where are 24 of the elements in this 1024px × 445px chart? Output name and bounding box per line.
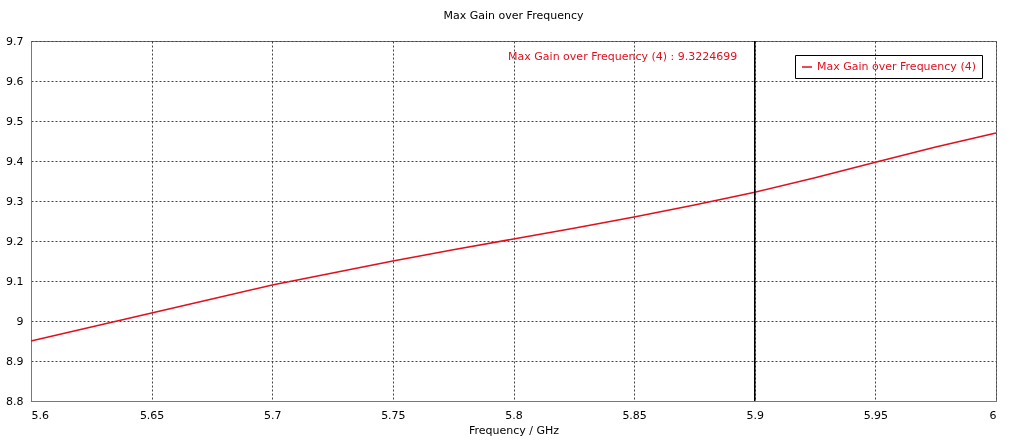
chart-title: Max Gain over Frequency [443, 9, 584, 22]
y-tick-label: 9 [16, 314, 24, 328]
legend-label: Max Gain over Frequency (4) [817, 60, 976, 73]
line-series [30, 132, 997, 342]
x-tick-label: 5.95 [863, 408, 889, 422]
x-tick-label: 5.85 [622, 408, 647, 422]
y-tick-label: 9.7 [6, 34, 24, 48]
y-tick-label: 9.6 [6, 74, 24, 88]
y-tick-label: 8.8 [6, 394, 24, 408]
x-tick-label: 5.8 [505, 408, 523, 422]
x-tick-label: 6 [989, 408, 997, 422]
annotation: Max Gain over Frequency (4) : 9.3224699 [508, 50, 738, 63]
y-tick-label: 8.9 [6, 354, 24, 368]
x-tick-label: 5.75 [381, 408, 406, 422]
y-tick-label: 9.3 [6, 194, 24, 208]
x-tick-label: 5.6 [31, 408, 49, 422]
x-axis-title: Frequency / GHz [468, 423, 560, 437]
x-tick-label: 5.65 [139, 408, 165, 422]
x-tick-label: 5.7 [264, 408, 282, 422]
y-tick-label: 9.5 [6, 114, 24, 128]
y-tick-label: 9.1 [6, 274, 24, 288]
y-tick-label: 9.4 [6, 154, 24, 168]
x-tick-label: 5.9 [746, 408, 764, 422]
y-tick-label: 9.2 [6, 234, 24, 248]
